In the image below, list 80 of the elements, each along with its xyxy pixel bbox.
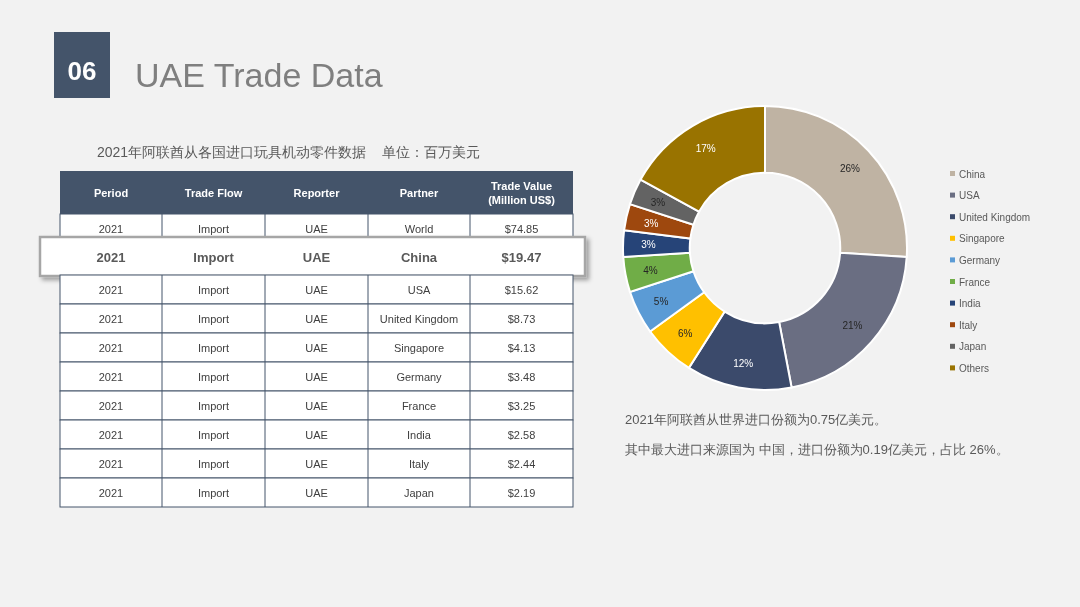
category-label: China xyxy=(400,250,438,265)
data-label: 3% xyxy=(650,196,666,208)
legend-label: Italy xyxy=(959,319,978,331)
data-label: 4% xyxy=(643,264,658,276)
text: Import xyxy=(197,371,230,383)
text: 2021 xyxy=(98,223,124,235)
legend-label: United Kingdom xyxy=(959,211,1031,223)
text: Trade Value (Million US$) xyxy=(488,180,556,206)
text: $15.62 xyxy=(504,284,539,296)
text: UAE xyxy=(305,371,328,383)
text: Period xyxy=(93,187,129,199)
data-label: 26% xyxy=(840,163,861,175)
text: UAE xyxy=(305,458,328,470)
text: 2021 xyxy=(98,371,124,383)
category-label: World xyxy=(404,223,434,235)
text: 06 xyxy=(67,56,97,86)
text: UAE xyxy=(305,284,328,296)
legend-label: Germany xyxy=(959,254,1001,266)
legend-label: Singapore xyxy=(959,233,1006,245)
category-label: France xyxy=(401,400,437,412)
text: UAE xyxy=(305,487,328,499)
text: 2021 xyxy=(98,429,124,441)
text: UAE Trade Data xyxy=(135,56,383,94)
text: Import xyxy=(197,458,230,470)
legend-label: USA xyxy=(959,190,980,202)
data-label: 3% xyxy=(641,239,656,251)
text: 2021 xyxy=(96,250,126,265)
category-label: United Kingdom xyxy=(379,313,459,325)
text: UAE xyxy=(305,342,328,354)
text: 2021 xyxy=(98,458,124,470)
text: $3.25 xyxy=(507,400,536,412)
text: 2021年阿联酋从世界进口份额为0.75亿美元。 xyxy=(625,412,888,427)
text: UAE xyxy=(302,250,331,265)
text: $74.85 xyxy=(504,223,539,235)
text: Import xyxy=(197,313,230,325)
text: Import xyxy=(197,342,230,354)
category-label: USA xyxy=(407,284,431,296)
text: $4.13 xyxy=(507,342,536,354)
category-label: India xyxy=(407,429,432,441)
text: 2021年阿联酋从各国进口玩具机动零件数据 单位：百万美元 xyxy=(97,144,480,160)
text: Trade Flow xyxy=(184,187,243,199)
category-label: Japan xyxy=(404,487,434,499)
legend-label: Others xyxy=(959,362,990,374)
text: Import xyxy=(193,250,235,265)
category-label: Germany xyxy=(396,371,443,383)
legend-label: Japan xyxy=(959,341,987,353)
legend-label: France xyxy=(959,276,991,288)
text: $3.48 xyxy=(507,371,536,383)
text: UAE xyxy=(305,400,328,412)
text: 2021 xyxy=(98,487,124,499)
text: Import xyxy=(197,223,230,235)
text: 2021 xyxy=(98,342,124,354)
legend-label: India xyxy=(959,298,982,310)
text: UAE xyxy=(305,429,328,441)
text: 2021 xyxy=(98,400,124,412)
legend-label: China xyxy=(959,168,986,180)
text: UAE xyxy=(305,223,328,235)
text: $19.47 xyxy=(501,250,542,265)
text: 2021 xyxy=(98,284,124,296)
data-label: 12% xyxy=(733,357,754,369)
text: Import xyxy=(197,400,230,412)
text: Import xyxy=(197,487,230,499)
data-label: 5% xyxy=(653,295,669,307)
text: 2021 xyxy=(98,313,124,325)
text: 其中最大进口来源国为 中国，进口份额为0.19亿美元，占比 26%。 xyxy=(625,442,1009,457)
text: Partner xyxy=(399,187,439,199)
text: UAE xyxy=(305,313,328,325)
text: $2.19 xyxy=(507,487,536,499)
text: $2.44 xyxy=(507,458,536,470)
text: Reporter xyxy=(293,187,341,199)
category-label: Italy xyxy=(408,458,430,470)
data-label: 17% xyxy=(695,142,716,154)
data-label: 6% xyxy=(677,328,693,340)
text: $8.73 xyxy=(507,313,536,325)
data-label: 3% xyxy=(643,217,659,229)
text: Import xyxy=(197,429,230,441)
category-label: Singapore xyxy=(393,342,445,354)
data-label: 21% xyxy=(842,320,863,332)
text: $2.58 xyxy=(507,429,536,441)
text: Import xyxy=(197,284,230,296)
